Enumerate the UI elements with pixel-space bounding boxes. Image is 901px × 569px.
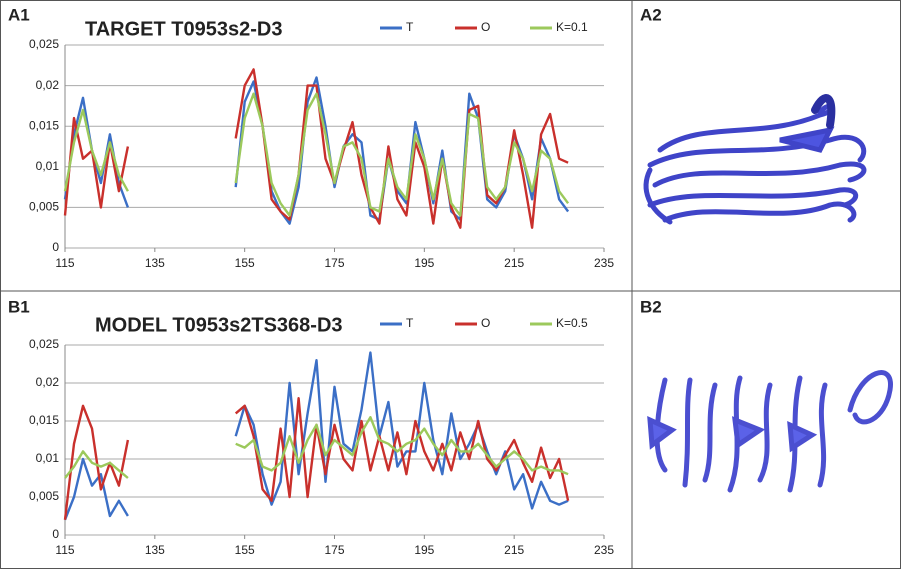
panel-label: B2 [640, 297, 662, 316]
legend-label: K=0.5 [556, 316, 588, 330]
x-tick-label: 175 [324, 543, 344, 557]
protein-structure-b2 [647, 370, 893, 493]
y-tick-label: 0,01 [36, 159, 60, 173]
panel-label: A1 [8, 5, 30, 24]
data-line [63, 92, 570, 217]
data-line [64, 416, 569, 479]
chart-title: MODEL T0953s2TS368-D3 [95, 314, 343, 336]
x-tick-label: 155 [235, 256, 255, 270]
x-tick-label: 155 [235, 543, 255, 557]
panel-label: B1 [8, 297, 30, 316]
x-tick-label: 235 [594, 256, 614, 270]
data-line [63, 351, 569, 521]
x-tick-label: 135 [145, 543, 165, 557]
y-tick-label: 0,005 [29, 489, 59, 503]
legend-label: O [481, 20, 490, 34]
x-tick-label: 115 [55, 543, 74, 557]
panel-label: A2 [640, 5, 662, 24]
y-tick-label: 0 [52, 240, 59, 254]
y-tick-label: 0,015 [29, 118, 59, 132]
x-tick-label: 215 [504, 543, 524, 557]
y-tick-label: 0,015 [29, 413, 59, 427]
legend-label: O [481, 316, 490, 330]
x-tick-label: 195 [414, 543, 434, 557]
x-tick-label: 175 [324, 256, 344, 270]
y-tick-label: 0,005 [29, 200, 59, 214]
protein-structure-a2 [643, 94, 867, 225]
legend-label: K=0.1 [556, 20, 588, 34]
x-tick-label: 215 [504, 256, 524, 270]
y-tick-label: 0 [52, 527, 59, 541]
data-line [63, 397, 570, 520]
legend-label: T [406, 20, 414, 34]
y-tick-label: 0,025 [29, 337, 59, 351]
x-tick-label: 235 [594, 543, 614, 557]
chart-title: TARGET T0953s2-D3 [85, 18, 282, 40]
x-tick-label: 135 [145, 256, 165, 270]
y-tick-label: 0,01 [36, 451, 60, 465]
y-tick-label: 0,025 [29, 37, 59, 51]
y-tick-label: 0,02 [36, 375, 60, 389]
x-tick-label: 195 [414, 256, 434, 270]
legend-label: T [406, 316, 414, 330]
x-tick-label: 115 [55, 256, 74, 270]
y-tick-label: 0,02 [36, 78, 60, 92]
